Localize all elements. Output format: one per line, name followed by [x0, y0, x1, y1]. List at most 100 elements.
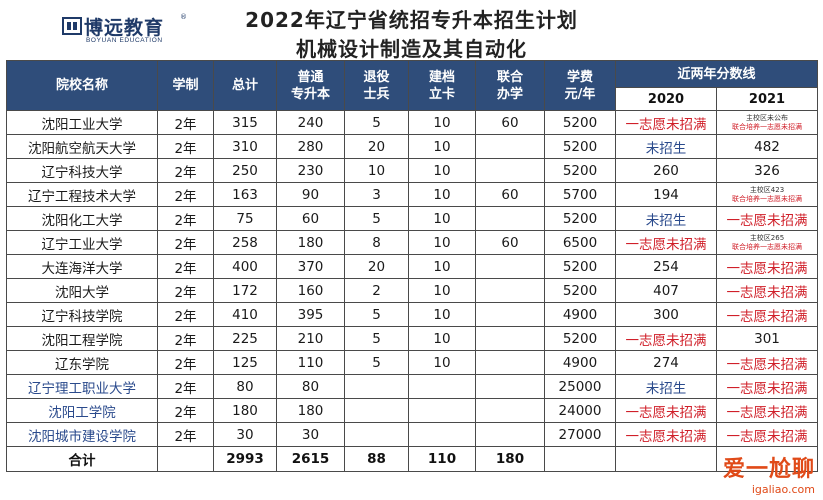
cell-s2020: 260: [615, 158, 717, 183]
cell-school: 辽宁科技学院: [6, 302, 158, 327]
logo-name: 博远教育: [84, 17, 165, 39]
cell-s2021: 326: [715, 158, 819, 183]
cell-veteran: [344, 422, 409, 447]
table-body: 沈阳工业大学 2年 315 240 5 10 60 5200 一志愿未招满 主校区未公布 联合培养一…: [6, 110, 819, 447]
table-row: 辽宁工业大学 2年 258 180 8 10 60 6500 一志愿未招满 主校区265 联合培养一…: [6, 230, 819, 255]
totals-veteran: 88: [344, 446, 409, 472]
cell-s2021: 一志愿未招满: [715, 350, 819, 375]
cell-card: 10: [408, 134, 476, 159]
cell-s2021: 一志愿未招满: [715, 374, 819, 399]
cell-card: 10: [408, 158, 476, 183]
cell-total: 75: [213, 206, 277, 231]
score-note-joint: 联合培养一志愿未招满: [732, 122, 802, 131]
table-row: 辽宁科技学院 2年 410 395 5 10 4900 300 一志愿未招满: [6, 302, 819, 327]
cell-card: 10: [408, 302, 476, 327]
cell-regular: 30: [276, 422, 345, 447]
cell-s2020: 一志愿未招满: [615, 422, 717, 447]
score-note-joint: 联合培养一志愿未招满: [732, 242, 802, 251]
cell-fee: 5200: [544, 206, 616, 231]
totals-card: 110: [408, 446, 476, 472]
cell-regular: 370: [276, 254, 345, 279]
cell-total: 315: [213, 110, 277, 135]
col-2020-header: 2020: [615, 87, 717, 111]
cell-s2020: 一志愿未招满: [615, 230, 717, 255]
cell-card: 10: [408, 206, 476, 231]
cell-joint: [475, 350, 545, 375]
cell-s2021: 301: [715, 326, 819, 351]
cell-s2021: 主校区265 联合培养一志愿未招满: [715, 230, 819, 255]
watermark-url: igaliao.com: [751, 483, 815, 496]
cell-s2021: 一志愿未招满: [715, 398, 819, 423]
table-row: 沈阳工学院 2年 180 180 24000 一志愿未招满 一志愿未招满: [6, 398, 819, 423]
cell-regular: 110: [276, 350, 345, 375]
table-row: 沈阳工程学院 2年 225 210 5 10 5200 一志愿未招满 301: [6, 326, 819, 351]
cell-s2020: 194: [615, 182, 717, 207]
totals-regular: 2615: [276, 446, 345, 472]
cell-school: 辽东学院: [6, 350, 158, 375]
cell-duration: 2年: [157, 254, 214, 279]
cell-school: 沈阳化工大学: [6, 206, 158, 231]
totals-2021: [715, 446, 819, 472]
cell-school: 辽宁工业大学: [6, 230, 158, 255]
cell-card: 10: [408, 350, 476, 375]
cell-duration: 2年: [157, 374, 214, 399]
cell-fee: 27000: [544, 422, 616, 447]
cell-duration: 2年: [157, 422, 214, 447]
header-line: 士兵: [363, 86, 390, 102]
cell-duration: 2年: [157, 302, 214, 327]
cell-fee: 6500: [544, 230, 616, 255]
watermark: 爱一尬聊 igaliao.com: [723, 451, 815, 496]
cell-duration: 2年: [157, 398, 214, 423]
cell-regular: 180: [276, 398, 345, 423]
cell-duration: 2年: [157, 326, 214, 351]
col-total-header: 总计: [213, 60, 277, 111]
col-scores-header: 近两年分数线: [614, 60, 819, 88]
cell-total: 125: [213, 350, 277, 375]
cell-school: 辽宁科技大学: [6, 158, 158, 183]
cell-total: 258: [213, 230, 277, 255]
cell-joint: 60: [475, 182, 545, 207]
cell-regular: 280: [276, 134, 345, 159]
col-card-header: 建档 立卡: [408, 60, 476, 111]
totals-fee: [544, 446, 616, 472]
cell-fee: 25000: [544, 374, 616, 399]
cell-veteran: 10: [344, 158, 409, 183]
totals-row: 合计 2993 2615 88 110 180: [6, 446, 819, 472]
cell-s2020: 一志愿未招满: [615, 398, 717, 423]
cell-regular: 60: [276, 206, 345, 231]
cell-card: 10: [408, 278, 476, 303]
col-joint-header: 联合 办学: [475, 60, 545, 111]
totals-2020: [615, 446, 717, 472]
cell-fee: 5700: [544, 182, 616, 207]
table-row: 辽宁科技大学 2年 250 230 10 10 5200 260 326: [6, 158, 819, 183]
cell-total: 310: [213, 134, 277, 159]
cell-veteran: 5: [344, 206, 409, 231]
cell-total: 180: [213, 398, 277, 423]
cell-duration: 2年: [157, 182, 214, 207]
col-duration-header: 学制: [157, 60, 214, 111]
cell-card: 10: [408, 110, 476, 135]
cell-school: 沈阳大学: [6, 278, 158, 303]
header-line: 元/年: [564, 86, 596, 102]
cell-s2021: 482: [715, 134, 819, 159]
cell-card: 10: [408, 254, 476, 279]
table-row: 辽东学院 2年 125 110 5 10 4900 274 一志愿未招满: [6, 350, 819, 375]
cell-duration: 2年: [157, 350, 214, 375]
cell-s2021: 主校区423 联合培养一志愿未招满: [715, 182, 819, 207]
col-2021-header: 2021: [715, 87, 819, 111]
col-veteran-header: 退役 士兵: [344, 60, 409, 111]
cell-s2020: 未招生: [615, 374, 717, 399]
cell-fee: 5200: [544, 254, 616, 279]
cell-duration: 2年: [157, 158, 214, 183]
cell-s2020: 254: [615, 254, 717, 279]
cell-s2021: 一志愿未招满: [715, 422, 819, 447]
cell-fee: 4900: [544, 302, 616, 327]
totals-total: 2993: [213, 446, 277, 472]
cell-joint: [475, 134, 545, 159]
cell-s2020: 300: [615, 302, 717, 327]
header-line: 办学: [496, 86, 523, 102]
cell-s2020: 274: [615, 350, 717, 375]
cell-total: 410: [213, 302, 277, 327]
cell-total: 163: [213, 182, 277, 207]
table-row: 沈阳航空航天大学 2年 310 280 20 10 5200 未招生 482: [6, 134, 819, 159]
